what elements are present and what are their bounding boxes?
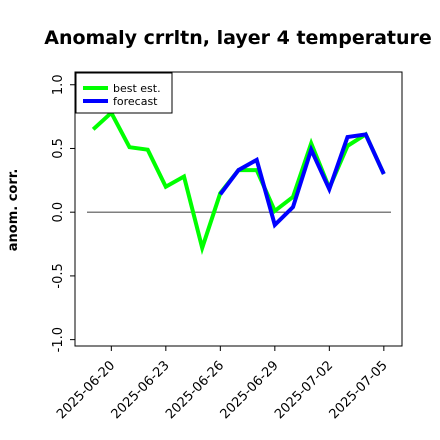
plot-frame	[74, 71, 403, 347]
legend-box	[75, 72, 173, 114]
legend: best est. forecast	[75, 72, 173, 114]
y-axis-label: anom. corr.	[6, 169, 21, 252]
y-tick-label: 1.0	[51, 74, 66, 95]
series-layer	[91, 109, 386, 256]
series-line-best-est	[91, 109, 386, 256]
y-tick-label: 0.0	[51, 202, 66, 223]
x-axis: 2025-06-202025-06-232025-06-262025-06-29…	[54, 346, 391, 422]
y-tick-label: -0.5	[51, 263, 66, 288]
legend-label-forecast: forecast	[113, 95, 158, 108]
chart-title: Anomaly crrltn, layer 4 temperature	[44, 27, 432, 49]
y-axis: -1.0 -0.5 0.0 0.5 1.0	[51, 74, 75, 352]
y-tick-label: 0.5	[51, 138, 66, 159]
series-line-forecast	[218, 132, 386, 229]
y-tick-label: -1.0	[51, 327, 66, 352]
x-tick-label: 2025-07-05	[327, 358, 391, 422]
legend-label-best-est: best est.	[113, 82, 161, 95]
